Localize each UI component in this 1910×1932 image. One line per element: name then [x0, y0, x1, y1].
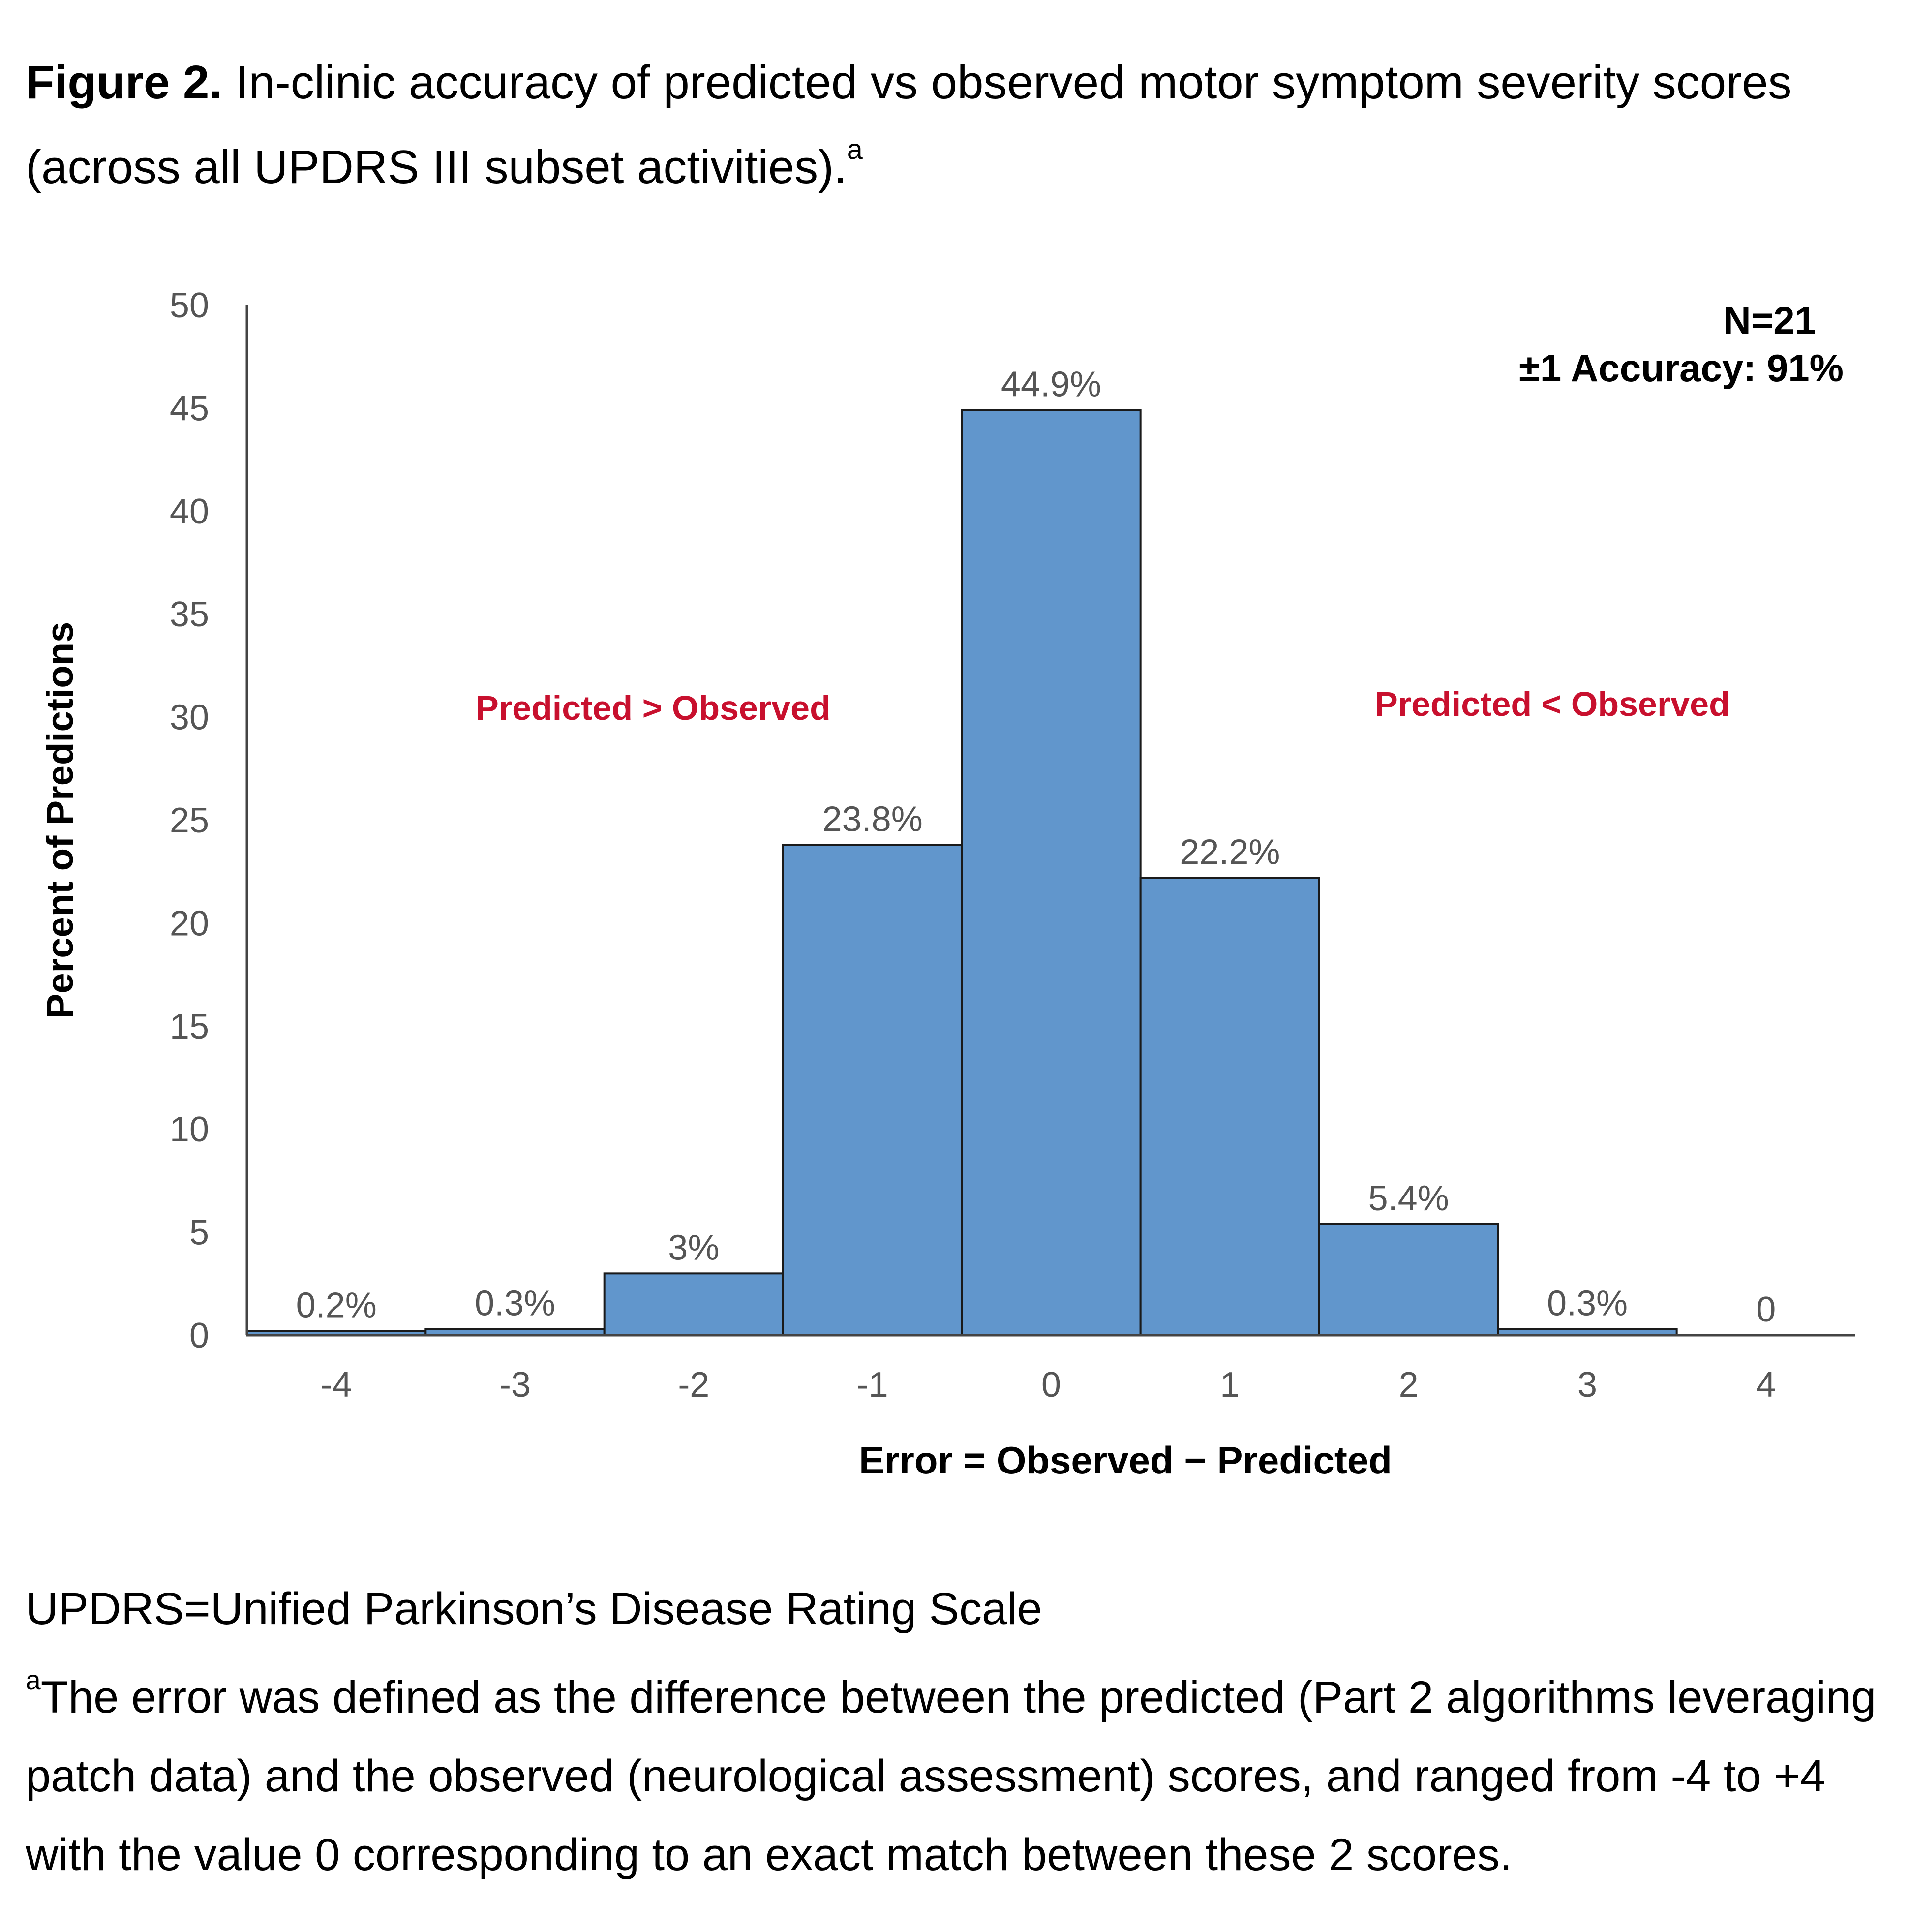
y-tick-label-45: 45 [170, 389, 209, 428]
y-tick-label-30: 30 [170, 698, 209, 737]
data-label-4: 0 [1756, 1290, 1776, 1329]
bar-0 [961, 409, 1142, 1336]
x-tick-label-minus-3: -3 [499, 1365, 531, 1405]
data-label-3: 0.3% [1547, 1284, 1628, 1323]
x-tick-label-0: 0 [1041, 1365, 1061, 1405]
y-axis-label: Percent of Predictions [39, 622, 81, 1019]
y-tick-label-40: 40 [170, 492, 209, 531]
y-tick-label-0: 0 [189, 1316, 209, 1355]
footnote-marker: a [26, 1665, 41, 1696]
y-tick-label-20: 20 [170, 904, 209, 943]
abbreviation-note: UPDRS=Unified Parkinson’s Disease Rating… [26, 1584, 1042, 1634]
figure-caption-text: In-clinic accuracy of predicted vs obser… [26, 56, 1792, 193]
x-tick-label-4: 4 [1756, 1365, 1776, 1405]
data-label-2: 5.4% [1368, 1179, 1449, 1218]
footnote-text: The error was defined as the difference … [26, 1672, 1877, 1880]
x-tick-label-3: 3 [1577, 1365, 1597, 1405]
caption-footnote-marker: a [847, 134, 863, 166]
n-annotation: N=21 [1723, 299, 1816, 342]
y-tick-label-5: 5 [189, 1213, 209, 1253]
y-tick-label-25: 25 [170, 801, 209, 840]
accuracy-annotation: ±1 Accuracy: 91% [1519, 346, 1844, 390]
x-tick-labels-group: -4 -3 -2 -1 0 1 2 3 4 [321, 1365, 1776, 1405]
bar-1 [1139, 877, 1321, 1337]
x-tick-label-minus-1: -1 [857, 1365, 888, 1405]
histogram-chart: 0.2% 0.3%3%23.8%44.9%22.2%5.4%0.3% 0 05101… [39, 286, 1855, 1482]
data-label-0: 44.9% [1001, 365, 1101, 404]
x-tick-label-2: 2 [1399, 1365, 1419, 1405]
x-tick-label-minus-2: -2 [678, 1365, 709, 1405]
predicted-less-annotation: Predicted < Observed [1375, 685, 1730, 723]
value-labels-group: 0.2% 0.3% 3% 23.8% 44.9% 22.2% 5.4% 0.3% 0 [296, 365, 1776, 1329]
bars-group [246, 409, 1678, 1337]
data-label-minus-2: 3% [668, 1228, 719, 1267]
x-tick-label-minus-4: -4 [321, 1365, 352, 1405]
y-tick-label-15: 15 [170, 1007, 209, 1046]
y-tick-label-10: 10 [170, 1110, 209, 1149]
data-label-1: 22.2% [1180, 832, 1280, 872]
figure-label: Figure 2. [26, 56, 223, 109]
data-label-minus-3: 0.3% [475, 1284, 555, 1323]
x-axis-label: Error = Observed − Predicted [859, 1439, 1392, 1482]
y-tick-label-50: 50 [170, 286, 209, 325]
data-label-minus-4: 0.2% [296, 1286, 377, 1325]
figure-caption: Figure 2. In-clinic accuracy of predicte… [26, 40, 1885, 210]
y-tick-labels-group: 0 5 10 15 20 25 30 35 40 45 50 [170, 286, 209, 1355]
x-tick-label-1: 1 [1220, 1365, 1240, 1405]
bar-minus-2 [603, 1272, 784, 1337]
predicted-greater-annotation: Predicted > Observed [476, 689, 831, 727]
y-tick-label-35: 35 [170, 595, 209, 634]
data-label-minus-1: 23.8% [822, 799, 923, 839]
error-definition-footnote: aThe error was defined as the difference… [26, 1658, 1890, 1894]
bar-2 [1318, 1223, 1499, 1337]
bar-minus-1 [782, 844, 963, 1336]
